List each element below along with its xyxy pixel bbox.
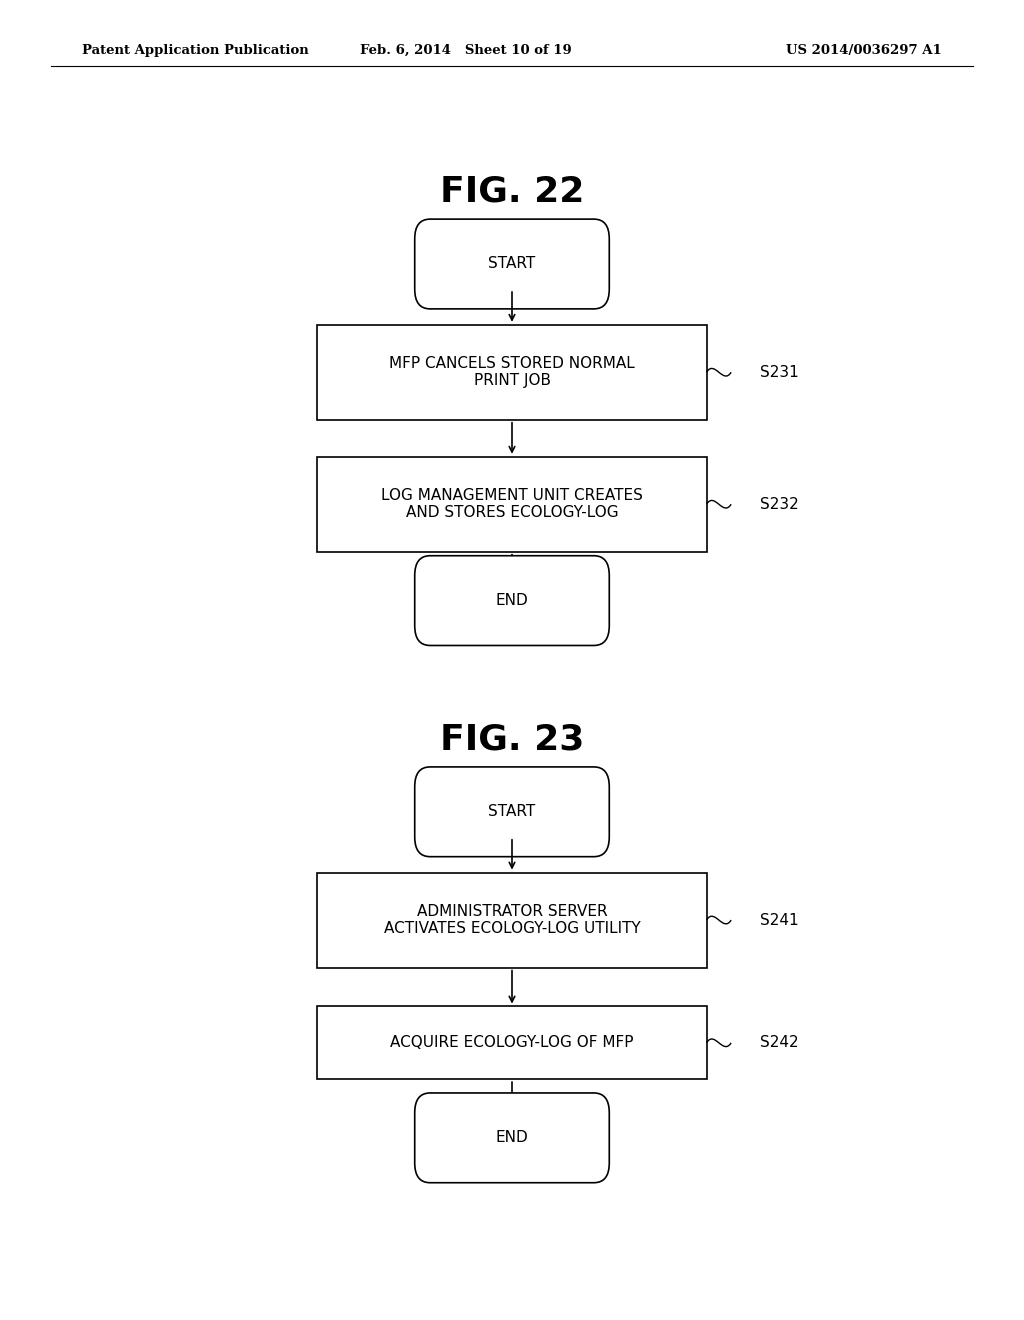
Text: Feb. 6, 2014   Sheet 10 of 19: Feb. 6, 2014 Sheet 10 of 19: [360, 44, 571, 57]
Bar: [317, 457, 707, 552]
FancyBboxPatch shape: [415, 767, 609, 857]
Text: END: END: [496, 593, 528, 609]
FancyBboxPatch shape: [415, 219, 609, 309]
FancyBboxPatch shape: [415, 1093, 609, 1183]
Text: S241: S241: [760, 912, 799, 928]
Text: START: START: [488, 256, 536, 272]
Bar: [317, 873, 707, 968]
Text: END: END: [496, 1130, 528, 1146]
Text: ADMINISTRATOR SERVER
ACTIVATES ECOLOGY-LOG UTILITY: ADMINISTRATOR SERVER ACTIVATES ECOLOGY-L…: [384, 904, 640, 936]
Bar: [317, 1006, 707, 1080]
Text: S231: S231: [760, 364, 799, 380]
Bar: [317, 325, 707, 420]
Text: MFP CANCELS STORED NORMAL
PRINT JOB: MFP CANCELS STORED NORMAL PRINT JOB: [389, 356, 635, 388]
FancyBboxPatch shape: [415, 556, 609, 645]
Text: FIG. 22: FIG. 22: [440, 174, 584, 209]
Text: US 2014/0036297 A1: US 2014/0036297 A1: [786, 44, 942, 57]
Text: S232: S232: [760, 496, 799, 512]
Text: ACQUIRE ECOLOGY-LOG OF MFP: ACQUIRE ECOLOGY-LOG OF MFP: [390, 1035, 634, 1051]
Text: START: START: [488, 804, 536, 820]
Text: S242: S242: [760, 1035, 799, 1051]
Text: LOG MANAGEMENT UNIT CREATES
AND STORES ECOLOGY-LOG: LOG MANAGEMENT UNIT CREATES AND STORES E…: [381, 488, 643, 520]
Text: Patent Application Publication: Patent Application Publication: [82, 44, 308, 57]
Text: FIG. 23: FIG. 23: [440, 722, 584, 756]
